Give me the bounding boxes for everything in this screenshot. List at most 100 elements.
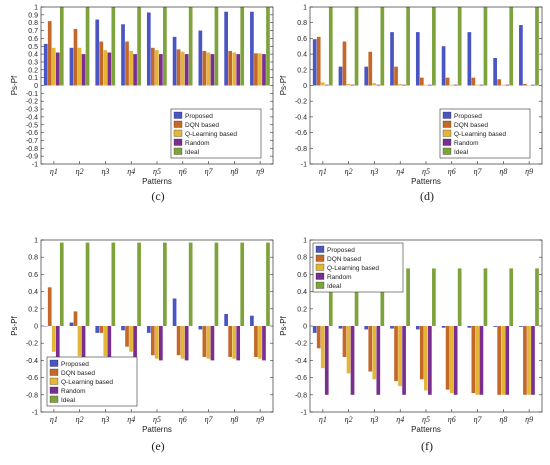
- y-tick-label: 0.6: [28, 36, 38, 43]
- bar-dqn-based-6: [177, 326, 181, 355]
- y-tick-label: -1: [301, 410, 307, 417]
- legend-entry: DQN based: [454, 122, 488, 129]
- bar-q-learning-based-9: [258, 53, 262, 85]
- bar-random-2: [82, 54, 86, 85]
- bar-random-8: [505, 85, 509, 86]
- x-axis-title: Patterns: [411, 425, 441, 434]
- bar-proposed-1: [313, 326, 317, 333]
- y-tick-label: -1: [32, 410, 38, 417]
- legend-swatch: [174, 130, 182, 137]
- bar-q-learning-based-1: [52, 326, 56, 352]
- y-tick-label: -0.3: [26, 107, 38, 114]
- x-tick-label: η1: [319, 415, 327, 424]
- bar-ideal-6: [189, 7, 193, 86]
- y-tick-label: -0.4: [295, 358, 307, 365]
- x-tick-label: η3: [370, 415, 378, 424]
- x-tick-label: η8: [230, 167, 238, 176]
- bar-ideal-7: [215, 7, 219, 86]
- legend-entry: Random: [61, 388, 86, 395]
- bar-ideal-4: [137, 7, 141, 86]
- x-tick-label: η2: [345, 167, 353, 176]
- bar-ideal-9: [535, 7, 539, 86]
- bar-random-5: [159, 326, 163, 360]
- bar-q-learning-based-7: [207, 326, 211, 359]
- legend-entry: DQN based: [61, 370, 95, 377]
- bar-q-learning-based-8: [232, 326, 236, 359]
- x-axis-title: Patterns: [142, 425, 172, 434]
- bar-ideal-2: [355, 7, 359, 86]
- y-tick-label: -0.6: [26, 130, 38, 137]
- bar-dqn-based-2: [343, 42, 347, 86]
- x-tick-label: η4: [127, 167, 135, 176]
- y-tick-label: 1: [34, 238, 38, 245]
- x-tick-label: η4: [396, 415, 404, 424]
- bar-dqn-based-7: [203, 51, 207, 86]
- bar-ideal-7: [215, 243, 219, 326]
- bar-dqn-based-1: [317, 37, 321, 86]
- panel-label: (c): [151, 189, 164, 203]
- y-tick-label: -0.2: [26, 341, 38, 348]
- bar-q-learning-based-6: [181, 52, 185, 86]
- x-tick-label: η5: [422, 415, 430, 424]
- legend-swatch: [50, 387, 58, 394]
- bar-dqn-based-5: [420, 326, 424, 379]
- bar-dqn-based-4: [394, 326, 398, 381]
- bar-dqn-based-3: [368, 52, 372, 86]
- bar-q-learning-based-5: [155, 326, 159, 359]
- bar-q-learning-based-7: [476, 326, 480, 395]
- bar-random-5: [159, 54, 163, 85]
- bar-q-learning-based-6: [450, 326, 454, 393]
- bar-proposed-3: [364, 67, 368, 86]
- y-tick-label: -0.4: [26, 358, 38, 365]
- bar-random-1: [56, 326, 60, 359]
- bar-dqn-based-8: [228, 51, 232, 86]
- bar-q-learning-based-3: [372, 326, 376, 379]
- y-tick-label: 1: [303, 5, 307, 12]
- bar-ideal-5: [163, 7, 167, 86]
- bar-dqn-based-8: [497, 79, 501, 85]
- bar-q-learning-based-2: [347, 326, 351, 373]
- y-tick-label: 0: [303, 324, 307, 331]
- bar-proposed-5: [416, 326, 420, 329]
- legend-entry: Q-Learning based: [185, 131, 237, 138]
- bar-dqn-based-2: [343, 326, 347, 357]
- bar-random-9: [531, 326, 535, 395]
- bar-random-6: [454, 85, 458, 86]
- bar-dqn-based-2: [74, 29, 78, 86]
- bar-q-learning-based-5: [424, 85, 428, 86]
- y-tick-label: 0.6: [297, 36, 307, 43]
- bar-proposed-7: [199, 31, 203, 86]
- x-tick-label: η6: [448, 167, 456, 176]
- bar-dqn-based-6: [177, 49, 181, 85]
- bar-ideal-1: [60, 243, 64, 326]
- x-tick-label: η8: [499, 415, 507, 424]
- x-tick-label: η1: [50, 415, 58, 424]
- bar-q-learning-based-1: [321, 82, 325, 85]
- legend-swatch: [174, 148, 182, 155]
- bar-dqn-based-9: [254, 326, 258, 357]
- legend-swatch: [316, 264, 324, 271]
- bar-q-learning-based-3: [372, 83, 376, 85]
- bar-dqn-based-2: [74, 311, 78, 326]
- bar-q-learning-based-2: [78, 326, 82, 356]
- bar-dqn-based-5: [151, 48, 155, 86]
- bar-ideal-5: [432, 7, 436, 86]
- legend-entry: Q-Learning based: [454, 131, 506, 138]
- legend-swatch: [50, 369, 58, 376]
- y-tick-label: 0.6: [297, 272, 307, 279]
- x-tick-label: η5: [422, 167, 430, 176]
- bar-random-8: [236, 326, 240, 360]
- bar-dqn-based-8: [228, 326, 232, 357]
- y-axis-title: Ps-Pf: [279, 75, 288, 95]
- bar-q-learning-based-1: [52, 48, 56, 86]
- y-tick-label: -1: [32, 162, 38, 169]
- x-tick-label: η7: [205, 167, 214, 176]
- y-tick-label: 0.8: [28, 255, 38, 262]
- bar-proposed-9: [519, 326, 523, 327]
- bar-dqn-based-1: [48, 21, 52, 85]
- bar-random-9: [531, 85, 535, 86]
